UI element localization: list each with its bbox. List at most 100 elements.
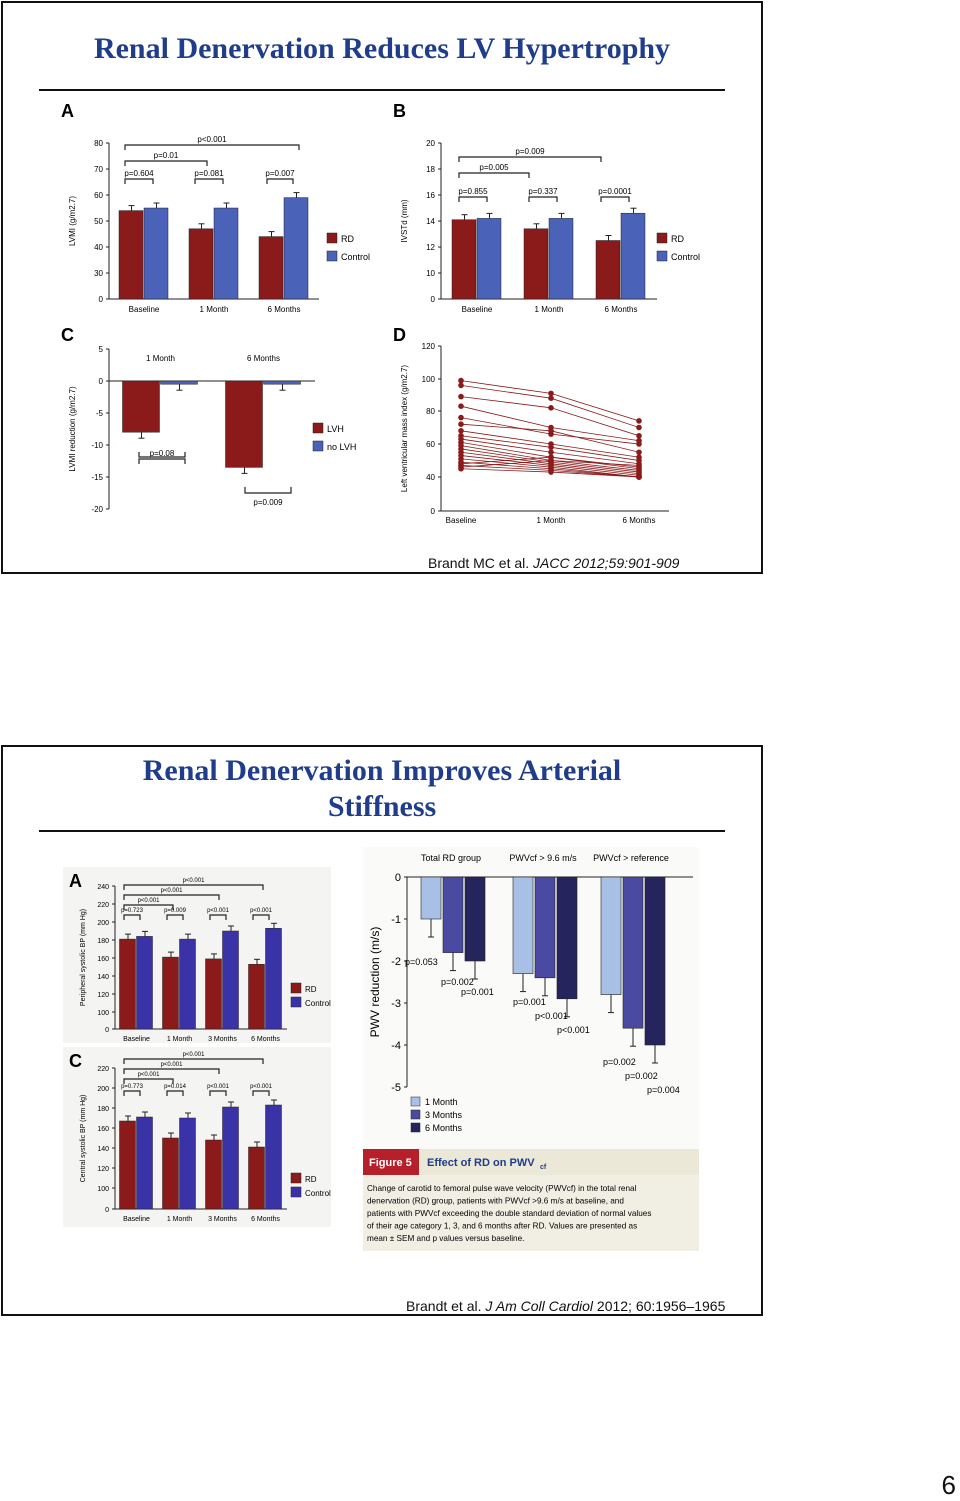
significance-bracket xyxy=(123,1068,220,1074)
bar xyxy=(162,1137,179,1210)
p-value-label: p=0.005 xyxy=(479,163,509,172)
legend-label: LVH xyxy=(327,424,344,434)
citation-source: J Am Coll Cardiol xyxy=(485,1298,594,1314)
legend-swatch xyxy=(326,250,338,262)
y-tick-label: -15 xyxy=(91,473,103,482)
bar xyxy=(119,938,136,1030)
x-tick-label: 1 Month xyxy=(167,1036,192,1043)
panel-letter: B xyxy=(393,101,406,121)
p-value-label: p=0.723 xyxy=(121,908,144,914)
x-tick-label: 6 Months xyxy=(247,354,280,363)
legend-label: 1 Month xyxy=(425,1097,458,1107)
bar xyxy=(548,218,574,300)
bar xyxy=(258,236,284,300)
data-point xyxy=(548,428,554,434)
x-tick-label: 1 Month xyxy=(200,305,229,314)
p-value-label: p=0.001 xyxy=(513,997,546,1007)
p-value-label: p=0.001 xyxy=(461,987,494,997)
y-axis-label: LVMI (g/m2.7) xyxy=(68,196,77,246)
chart-panel-d: 0 40 60 80 100 120 Left ventricular mass index… xyxy=(393,325,669,525)
p-value-label: p=0.002 xyxy=(603,1057,636,1067)
bar xyxy=(213,207,239,300)
y-tick-label: 20 xyxy=(426,139,435,148)
x-tick-label: 6 Months xyxy=(605,305,638,314)
y-tick-label: 60 xyxy=(94,191,103,200)
y-tick-label: 120 xyxy=(422,342,436,351)
significance-bracket xyxy=(123,1078,174,1084)
slide-title-line-2: Stiffness xyxy=(327,790,437,823)
bar xyxy=(534,876,556,979)
x-tick-label: 6 Months xyxy=(251,1216,280,1223)
legend-swatch xyxy=(312,440,324,452)
y-tick-label: 0 xyxy=(431,295,436,304)
x-tick-label: Baseline xyxy=(462,305,493,314)
figure-caption-line: patients with PWVcf exceeding the double… xyxy=(367,1209,651,1218)
citation-authors: Brandt MC et al. xyxy=(428,555,534,571)
y-tick-label: 70 xyxy=(94,165,103,174)
x-tick-label: Baseline xyxy=(123,1216,150,1223)
p-value-label: p=0.604 xyxy=(124,169,154,178)
legend-swatch xyxy=(290,1172,302,1184)
x-tick-label: 3 Months xyxy=(208,1036,237,1043)
bar xyxy=(420,876,442,920)
p-value-label: p=0.002 xyxy=(441,977,474,987)
data-point xyxy=(548,457,554,464)
y-tick-label: 60 xyxy=(426,440,435,449)
y-tick-label: 0 xyxy=(99,295,104,304)
y-tick-label: 16 xyxy=(426,191,435,200)
significance-bracket xyxy=(528,196,558,202)
y-tick-label: 0 xyxy=(105,1027,109,1034)
bar xyxy=(118,210,144,300)
legend-swatch xyxy=(290,996,302,1008)
bar xyxy=(160,380,198,385)
significance-bracket xyxy=(252,1090,270,1096)
significance-bracket xyxy=(209,914,227,920)
y-tick-label: -1 xyxy=(391,914,401,926)
panel-letter: D xyxy=(393,325,406,345)
p-value-label: p<0.001 xyxy=(557,1025,590,1035)
panel-letter: A xyxy=(69,871,82,891)
y-tick-label: 220 xyxy=(97,902,109,909)
slide-lv-hypertrophy: Renal Denervation Reduces LV Hypertrophy… xyxy=(1,1,763,574)
significance-bracket xyxy=(123,904,174,910)
legend-label: RD xyxy=(671,234,684,244)
data-point xyxy=(636,449,642,456)
significance-bracket xyxy=(458,172,530,178)
category-label: PWVcf > reference xyxy=(593,853,669,863)
y-tick-label: 160 xyxy=(97,1126,109,1133)
bar xyxy=(225,380,263,468)
legend-label: RD xyxy=(305,985,317,994)
p-value-label: p<0.001 xyxy=(161,1062,184,1068)
y-tick-label: 200 xyxy=(97,1086,109,1093)
bar xyxy=(162,956,179,1030)
bar xyxy=(222,1106,239,1210)
panel-letter: C xyxy=(69,1051,82,1071)
citation-authors: Brandt et al. xyxy=(406,1298,486,1314)
y-tick-label: 0 xyxy=(105,1207,109,1214)
y-tick-label: 80 xyxy=(94,139,103,148)
y-tick-label: 240 xyxy=(97,884,109,891)
legend-label: RD xyxy=(305,1175,317,1184)
x-tick-label: Baseline xyxy=(129,305,160,314)
y-axis-label: Peripheral systolic BP (mm Hg) xyxy=(80,909,87,1006)
p-value-label: p=0.01 xyxy=(154,151,179,160)
significance-bracket xyxy=(458,196,488,202)
p-value-label: p<0.001 xyxy=(207,908,230,914)
x-tick-label: Baseline xyxy=(123,1036,150,1043)
significance-bracket xyxy=(600,196,630,202)
category-label: PWVcf > 9.6 m/s xyxy=(509,853,577,863)
p-value-label: p<0.001 xyxy=(250,908,273,914)
chart-panel-b: 0 10 12 14 16 18 20 IVSTd (mm) Baseline 1 Month 6 … xyxy=(393,101,700,314)
legend-label: Control xyxy=(305,999,331,1008)
data-point xyxy=(458,377,464,384)
p-value-label: p<0.001 xyxy=(138,1072,161,1078)
y-tick-label: 10 xyxy=(426,269,435,278)
chart-central-bp: 0 100 120 140 160 180 200 220 Central systolic B… xyxy=(63,1047,331,1227)
y-tick-label: -10 xyxy=(91,441,103,450)
y-tick-label: 50 xyxy=(94,217,103,226)
significance-bracket xyxy=(209,1090,227,1096)
legend-label: RD xyxy=(341,234,354,244)
legend-label: Control xyxy=(305,1189,331,1198)
bar xyxy=(263,380,301,385)
p-value-label: p=0.009 xyxy=(515,147,545,156)
